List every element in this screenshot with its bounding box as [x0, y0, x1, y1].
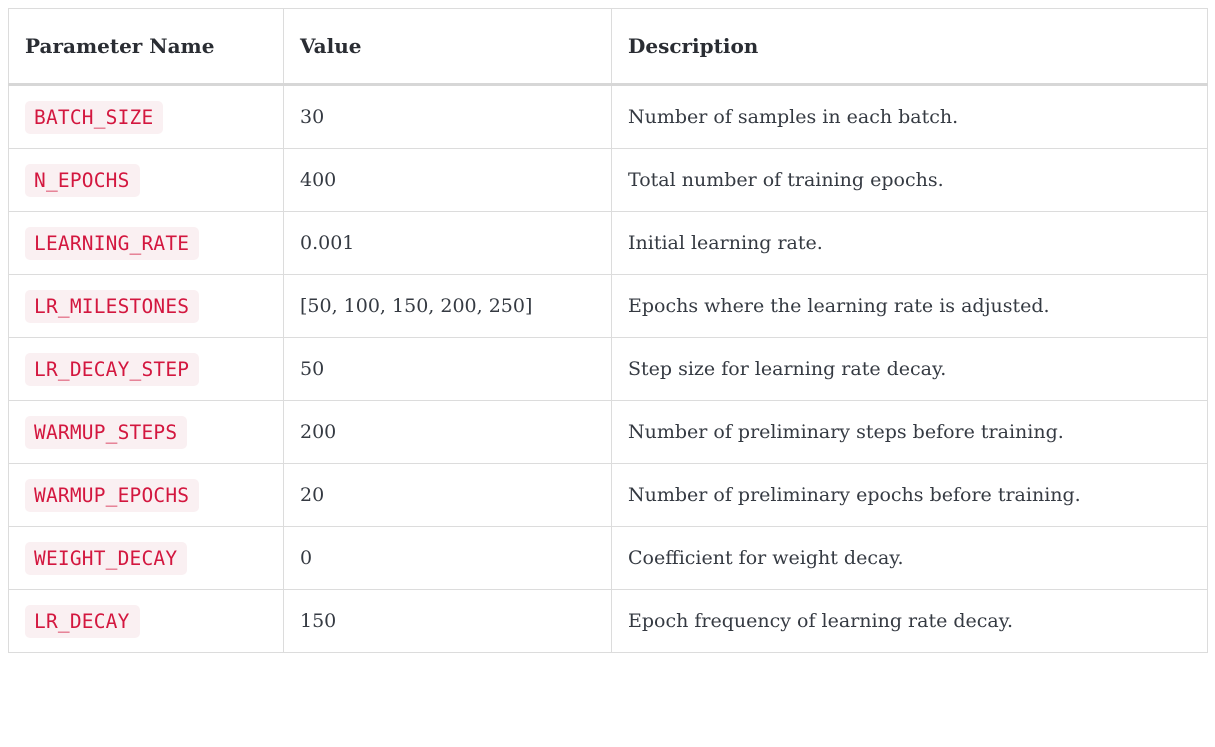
parameter-name-cell: WEIGHT_DECAY	[8, 526, 284, 590]
table-row: N_EPOCHS 400 Total number of training ep…	[8, 148, 1208, 212]
table-row: LR_DECAY_STEP 50 Step size for learning …	[8, 337, 1208, 401]
parameter-name-cell: N_EPOCHS	[8, 148, 284, 212]
parameter-name-cell: BATCH_SIZE	[8, 84, 284, 149]
parameter-value-cell: 150	[283, 589, 612, 653]
parameter-name-cell: LR_DECAY	[8, 589, 284, 653]
table-row: LR_MILESTONES [50, 100, 150, 200, 250] E…	[8, 274, 1208, 338]
parameter-description-cell: Epoch frequency of learning rate decay.	[611, 589, 1208, 653]
parameter-value-cell: 400	[283, 148, 612, 212]
parameter-description-cell: Step size for learning rate decay.	[611, 337, 1208, 401]
table-row: BATCH_SIZE 30 Number of samples in each …	[8, 84, 1208, 149]
parameter-value-cell: 0.001	[283, 211, 612, 275]
parameter-name-code: LR_DECAY_STEP	[25, 352, 200, 386]
parameter-name-code: LR_DECAY	[25, 604, 140, 638]
table-row: WEIGHT_DECAY 0 Coefficient for weight de…	[8, 526, 1208, 590]
parameter-description-cell: Initial learning rate.	[611, 211, 1208, 275]
parameter-name-code: WEIGHT_DECAY	[25, 541, 188, 575]
parameter-name-cell: LEARNING_RATE	[8, 211, 284, 275]
parameter-name-cell: WARMUP_STEPS	[8, 400, 284, 464]
parameter-description-cell: Number of samples in each batch.	[611, 84, 1208, 149]
table-row: WARMUP_EPOCHS 20 Number of preliminary e…	[8, 463, 1208, 527]
parameter-name-code: WARMUP_STEPS	[25, 415, 188, 449]
parameters-table: Parameter Name Value Description BATCH_S…	[8, 8, 1208, 653]
parameter-name-code: BATCH_SIZE	[25, 100, 164, 134]
table-body: BATCH_SIZE 30 Number of samples in each …	[8, 84, 1208, 653]
parameter-value-cell: 30	[283, 84, 612, 149]
parameter-value-cell: 20	[283, 463, 612, 527]
parameter-description-cell: Coefficient for weight decay.	[611, 526, 1208, 590]
parameter-value-cell: [50, 100, 150, 200, 250]	[283, 274, 612, 338]
parameter-description-cell: Total number of training epochs.	[611, 148, 1208, 212]
parameter-value-cell: 200	[283, 400, 612, 464]
parameter-name-cell: LR_DECAY_STEP	[8, 337, 284, 401]
table-row: WARMUP_STEPS 200 Number of preliminary s…	[8, 400, 1208, 464]
header-description: Description	[611, 8, 1208, 86]
table-row: LEARNING_RATE 0.001 Initial learning rat…	[8, 211, 1208, 275]
parameter-value-cell: 50	[283, 337, 612, 401]
parameter-name-code: WARMUP_EPOCHS	[25, 478, 200, 512]
parameter-description-cell: Epochs where the learning rate is adjust…	[611, 274, 1208, 338]
parameter-name-cell: LR_MILESTONES	[8, 274, 284, 338]
parameter-description-cell: Number of preliminary steps before train…	[611, 400, 1208, 464]
parameter-name-code: LR_MILESTONES	[25, 289, 200, 323]
header-parameter-name: Parameter Name	[8, 8, 284, 86]
parameter-value-cell: 0	[283, 526, 612, 590]
parameter-name-cell: WARMUP_EPOCHS	[8, 463, 284, 527]
header-row: Parameter Name Value Description	[8, 8, 1208, 86]
parameter-description-cell: Number of preliminary epochs before trai…	[611, 463, 1208, 527]
parameter-name-code: N_EPOCHS	[25, 163, 140, 197]
header-value: Value	[283, 8, 612, 86]
table-row: LR_DECAY 150 Epoch frequency of learning…	[8, 589, 1208, 653]
table-header: Parameter Name Value Description	[8, 8, 1208, 86]
parameter-name-code: LEARNING_RATE	[25, 226, 200, 260]
